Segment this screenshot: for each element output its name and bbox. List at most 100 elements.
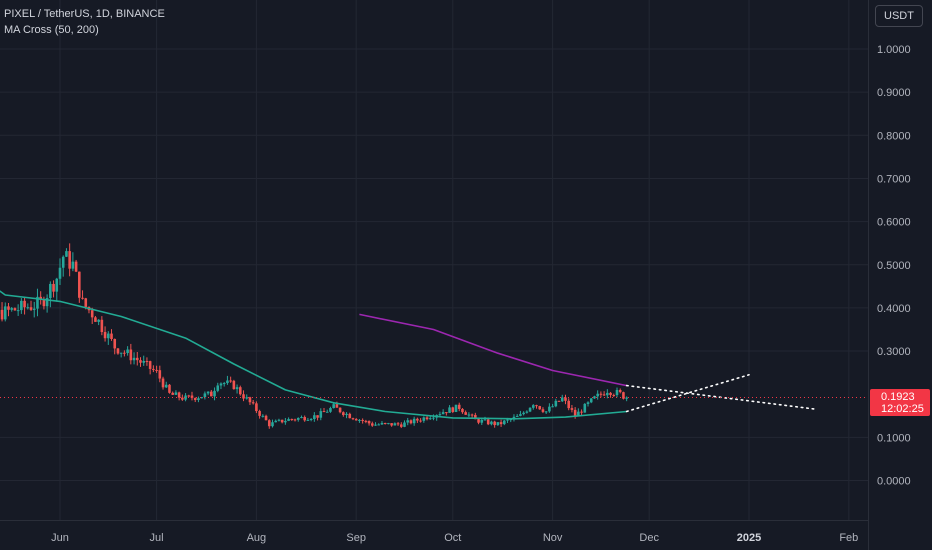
- candle-body: [428, 418, 432, 420]
- candle: [567, 398, 571, 411]
- candle: [267, 419, 271, 429]
- candle: [490, 420, 493, 426]
- candle: [387, 422, 390, 425]
- y-tick-label: 0.0000: [877, 476, 911, 488]
- candle: [445, 412, 448, 416]
- candle-body: [525, 411, 529, 413]
- candle-body: [78, 271, 81, 298]
- x-tick-label: Dec: [639, 532, 659, 544]
- candle: [583, 402, 587, 413]
- candle: [519, 410, 522, 417]
- candle-body: [573, 409, 577, 417]
- candle-body: [161, 378, 165, 388]
- candle-body: [425, 417, 429, 420]
- candle-body: [168, 384, 171, 393]
- candle: [116, 347, 120, 355]
- candle-body: [396, 423, 400, 425]
- candle-body: [519, 414, 522, 416]
- x-tick-label: Aug: [247, 532, 267, 544]
- candle-body: [200, 397, 203, 399]
- candle: [461, 408, 464, 414]
- candle: [245, 394, 249, 400]
- candle: [216, 382, 220, 393]
- candle: [351, 417, 355, 421]
- candle: [496, 422, 500, 426]
- candle: [319, 408, 323, 421]
- candle: [174, 390, 178, 395]
- candle: [123, 350, 126, 357]
- candle: [602, 391, 606, 396]
- candle-body: [7, 306, 10, 310]
- projection-line: [625, 384, 818, 411]
- y-tick-label: 0.4000: [877, 303, 911, 315]
- axis-borders: [0, 0, 869, 550]
- candle-body: [367, 421, 371, 424]
- candle-body: [248, 397, 252, 403]
- candle-body: [71, 261, 75, 269]
- candle: [290, 418, 294, 421]
- candle-body: [564, 397, 567, 401]
- candle: [251, 399, 255, 405]
- symbol-title[interactable]: PIXEL / TetherUS, 1D, BINANCE: [4, 8, 165, 20]
- candle-body: [187, 395, 191, 397]
- candle-body: [287, 419, 290, 421]
- candle-body: [461, 408, 464, 413]
- candle-body: [116, 348, 120, 354]
- indicator-legend[interactable]: MA Cross (50, 200): [4, 24, 99, 36]
- candle: [36, 288, 39, 317]
- candle-body: [126, 349, 129, 353]
- candle-body: [316, 415, 319, 418]
- candle-body: [438, 414, 442, 416]
- candle: [499, 419, 503, 427]
- candle-body: [618, 389, 622, 393]
- candle: [139, 357, 142, 367]
- candle: [103, 326, 107, 342]
- candle-body: [52, 283, 55, 292]
- candle-body: [577, 411, 580, 417]
- candle: [193, 397, 197, 403]
- projection-line: [625, 373, 750, 413]
- candle-body: [139, 360, 142, 363]
- candle-body: [589, 398, 593, 403]
- candle: [132, 352, 136, 365]
- candle-body: [586, 402, 590, 404]
- ma-200-line: [359, 313, 627, 387]
- candle: [477, 418, 480, 425]
- candle: [451, 406, 455, 414]
- candle: [0, 302, 4, 322]
- y-tick-label: 0.5000: [877, 260, 911, 272]
- candle-body: [464, 412, 467, 415]
- candle-body: [296, 417, 300, 420]
- candle: [541, 407, 545, 414]
- candle-body: [229, 380, 232, 382]
- candle: [512, 414, 516, 422]
- candle-body: [49, 283, 52, 299]
- candle: [155, 365, 158, 373]
- candle: [119, 352, 123, 358]
- candle-body: [393, 423, 397, 426]
- candle: [548, 403, 551, 413]
- candle: [354, 418, 358, 421]
- candle-body: [3, 306, 7, 320]
- candle-body: [293, 419, 297, 421]
- candle: [238, 385, 242, 396]
- candle: [197, 396, 200, 403]
- candle: [367, 420, 371, 426]
- candle-body: [451, 407, 455, 412]
- candle: [52, 280, 55, 298]
- candle-body: [197, 398, 200, 401]
- candle: [313, 412, 316, 422]
- candle-body: [210, 391, 213, 397]
- candle-body: [219, 383, 223, 386]
- candle-body: [535, 405, 538, 407]
- candle-body: [45, 298, 49, 307]
- y-tick-label: 0.7000: [877, 173, 911, 185]
- candle-body: [274, 420, 278, 423]
- candle-body: [235, 387, 239, 390]
- candle: [229, 376, 232, 383]
- projection-lines: [625, 373, 818, 413]
- candle: [274, 419, 278, 423]
- x-axis-labels: Jun Jul Aug Sep Oct Nov Dec 2025 Feb: [51, 532, 858, 544]
- currency-button[interactable]: USDT: [875, 5, 923, 27]
